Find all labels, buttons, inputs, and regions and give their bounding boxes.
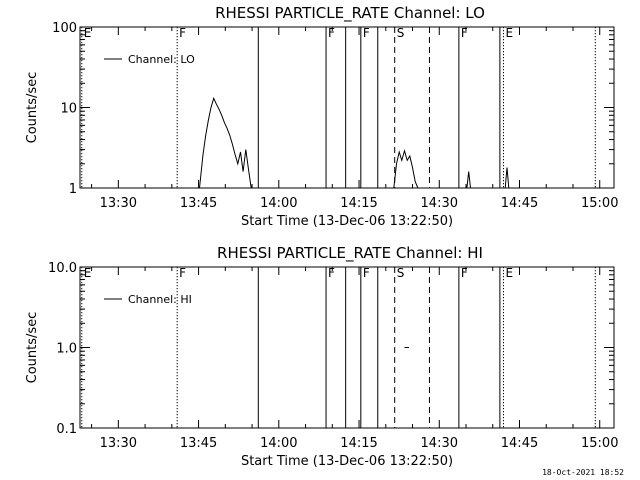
- x-axis-label: Start Time (13-Dec-06 13:22:50): [241, 214, 453, 229]
- x-tick-label: 14:15: [340, 196, 377, 211]
- y-axis-label: Counts/sec: [25, 312, 40, 384]
- x-tick-label: 13:45: [180, 436, 217, 451]
- y-tick-label: 1.0: [56, 342, 77, 357]
- x-tick-label: 14:30: [421, 196, 458, 211]
- series-line: [393, 148, 419, 189]
- event-marker-label: E: [505, 266, 513, 280]
- chart-panel-hi: RHESSI PARTICLE_RATE Channel: HI Counts/s…: [25, 244, 618, 469]
- y-tick-label: 10.0: [48, 261, 77, 276]
- event-marker-label: S: [397, 266, 405, 280]
- event-marker-label: F: [363, 26, 370, 40]
- series-line: [504, 167, 510, 189]
- event-marker-label: F: [179, 266, 186, 280]
- x-tick-label: 14:30: [421, 436, 458, 451]
- y-tick-label: 100: [52, 21, 77, 36]
- event-marker-label: F: [363, 266, 370, 280]
- chart-title: RHESSI PARTICLE_RATE Channel: LO: [215, 4, 485, 23]
- legend-entry: Channel: LO: [128, 53, 195, 66]
- series-line: [199, 96, 252, 189]
- plot-frame: [79, 266, 615, 429]
- event-marker-label: E: [84, 26, 92, 40]
- event-marker-label: S: [397, 26, 405, 40]
- event-marker-label: F: [179, 26, 186, 40]
- x-tick-label: 13:30: [100, 436, 137, 451]
- x-tick-label: 13:45: [180, 196, 217, 211]
- y-tick-label: 10: [60, 102, 77, 117]
- y-tick-label: 0.1: [56, 422, 77, 437]
- event-marker-label: E: [84, 266, 92, 280]
- x-tick-label: 14:00: [260, 196, 297, 211]
- legend-entry: Channel: HI: [128, 293, 192, 306]
- x-tick-label: 15:00: [581, 436, 618, 451]
- event-marker-label: F: [461, 26, 468, 40]
- y-tick-label: 1: [69, 182, 77, 197]
- event-marker-label: E: [505, 26, 513, 40]
- x-axis-label: Start Time (13-Dec-06 13:22:50): [241, 454, 453, 469]
- y-axis-label: Counts/sec: [25, 72, 40, 144]
- x-tick-label: 13:30: [100, 196, 137, 211]
- event-marker-label: F: [328, 266, 335, 280]
- event-marker-label: F: [328, 26, 335, 40]
- plot-frame: [79, 26, 615, 189]
- x-tick-label: 14:45: [501, 436, 538, 451]
- event-marker-label: F: [461, 266, 468, 280]
- series-line: [466, 171, 471, 189]
- x-tick-label: 15:00: [581, 196, 618, 211]
- x-tick-label: 14:45: [501, 196, 538, 211]
- footer-timestamp: 18-Oct-2021 18:52: [542, 468, 624, 477]
- chart-panel-lo: RHESSI PARTICLE_RATE Channel: LO Counts/s…: [25, 4, 618, 229]
- x-tick-label: 14:15: [340, 436, 377, 451]
- x-tick-label: 14:00: [260, 436, 297, 451]
- chart-title: RHESSI PARTICLE_RATE Channel: HI: [217, 244, 483, 263]
